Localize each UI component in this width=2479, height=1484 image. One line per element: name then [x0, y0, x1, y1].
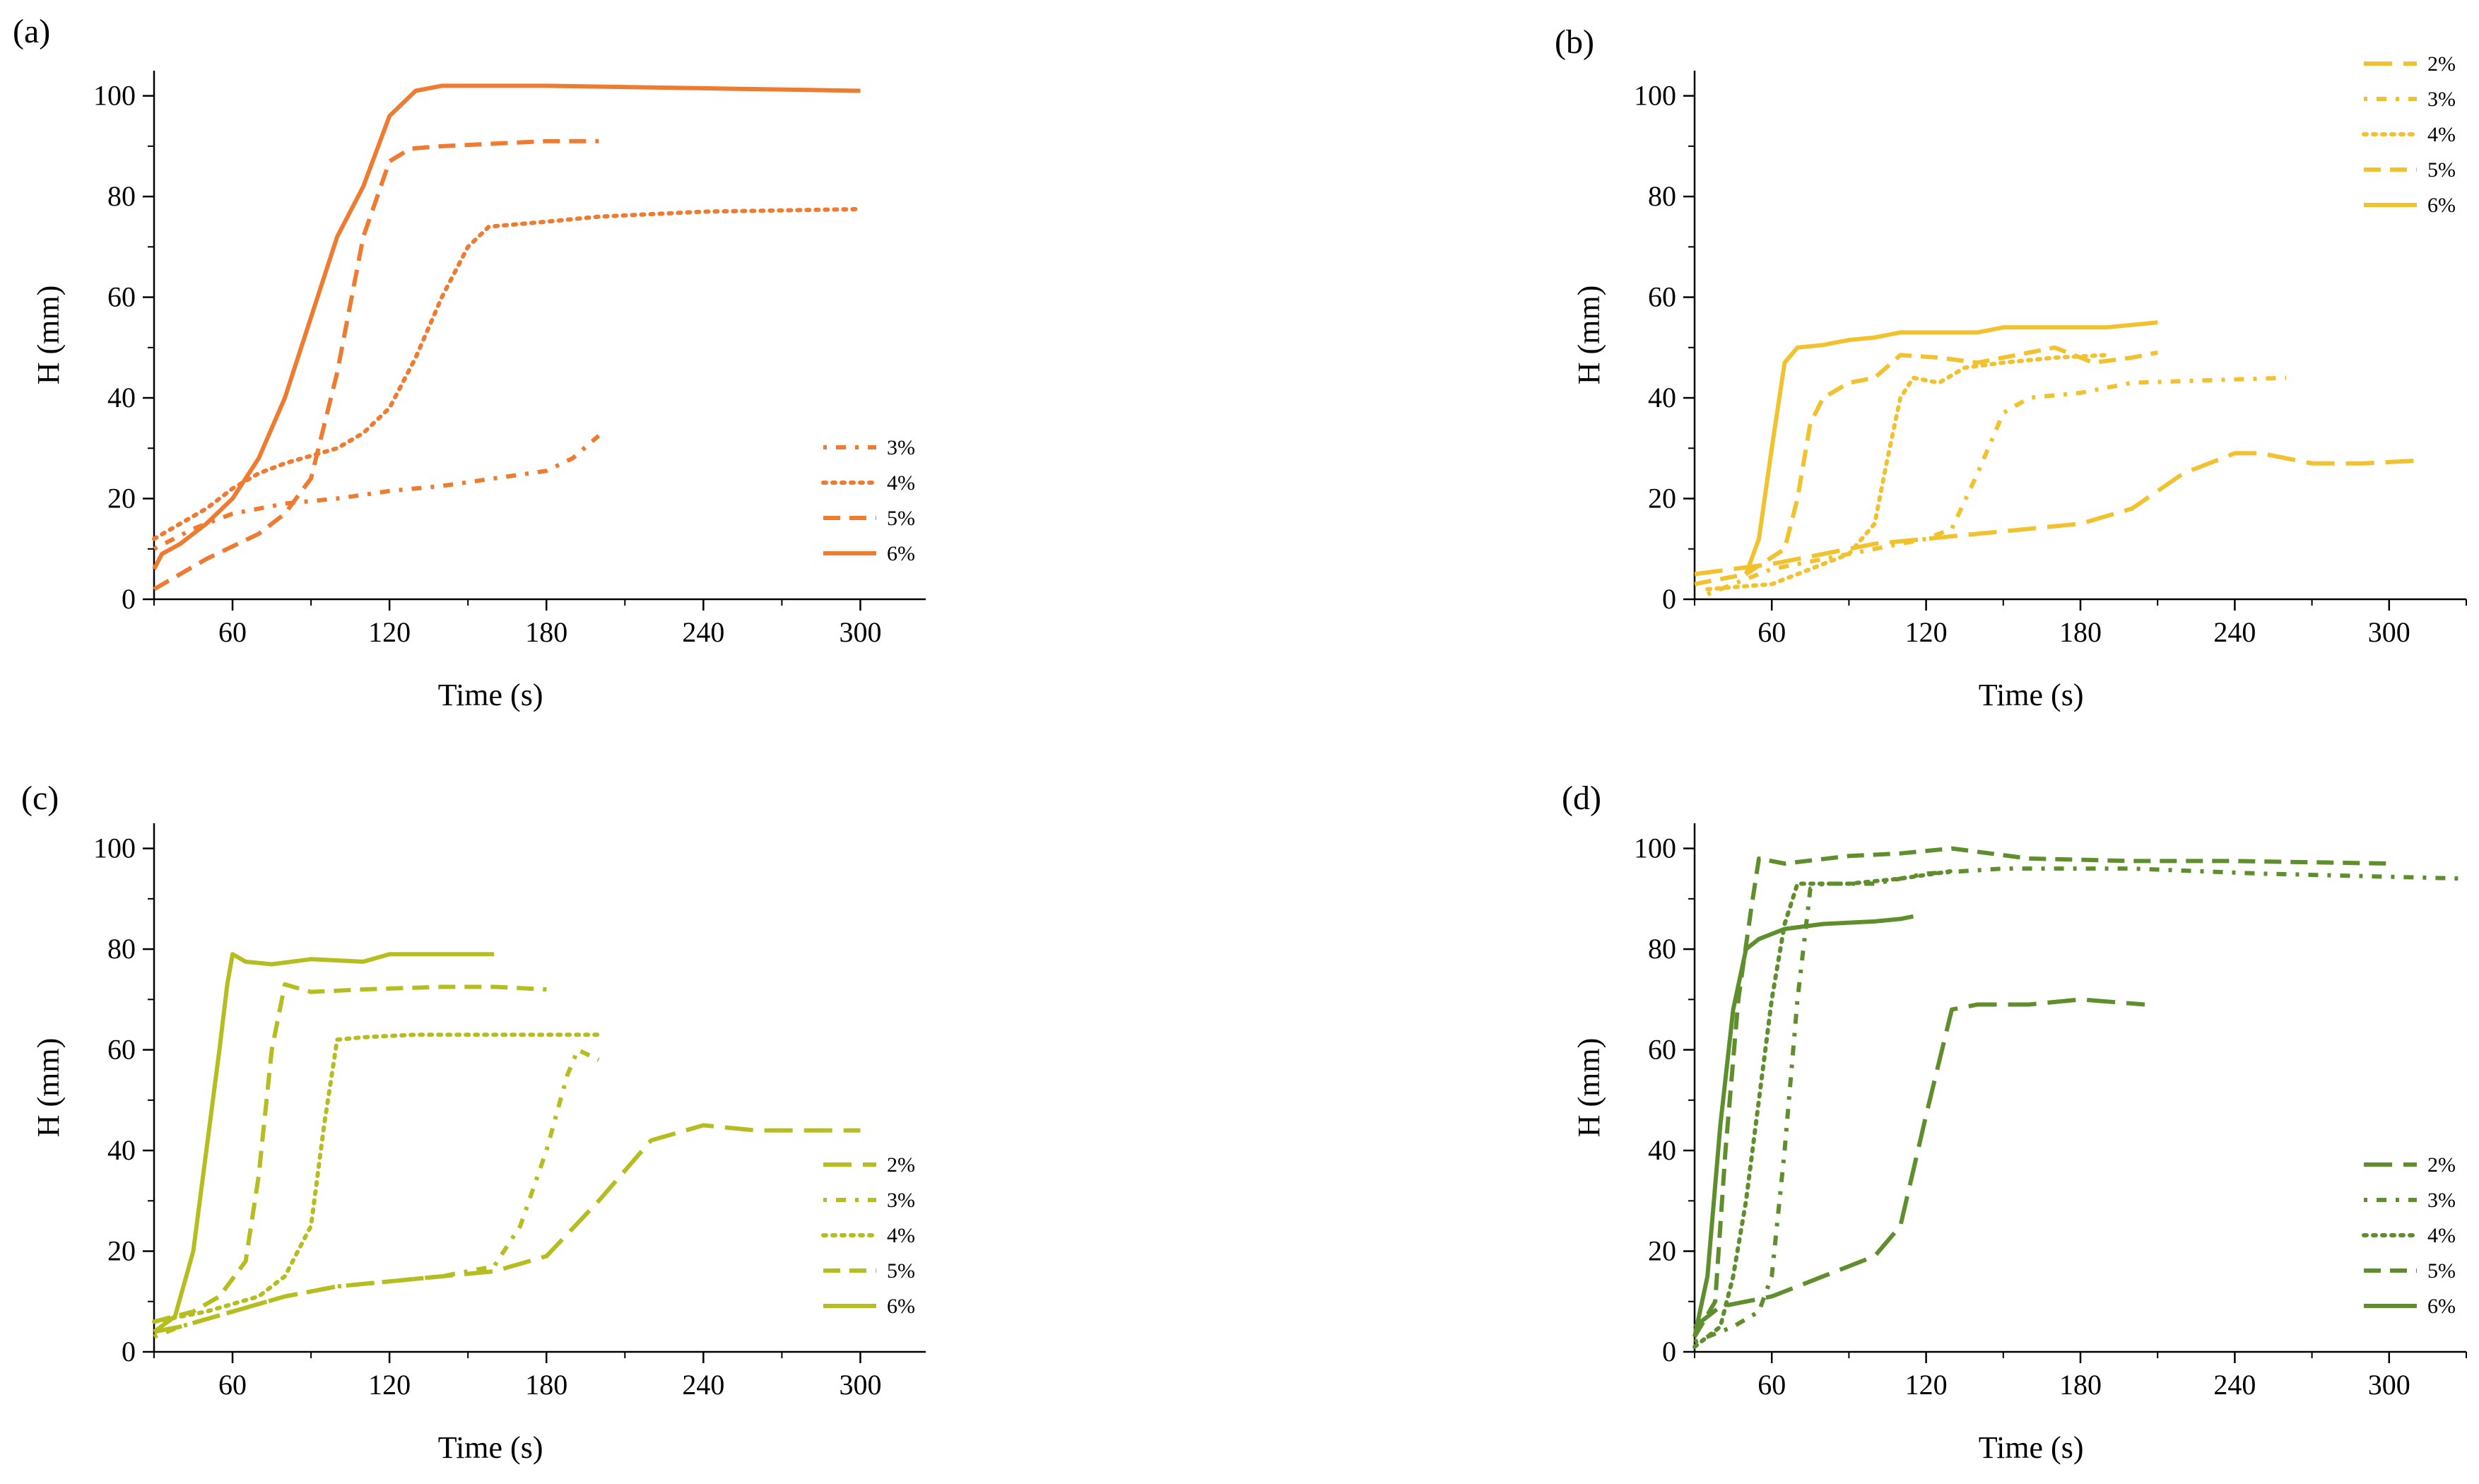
series-line-2pct: [153, 1123, 861, 1334]
panel-c-chart: (c) 0 20 40 60 80 100 60 120 180 240 300 Time (s) H (…: [21, 779, 926, 1465]
y-tick-label: 60: [107, 281, 136, 313]
y-axis-title: H (mm): [1572, 1038, 1606, 1138]
series-line-5pct: [153, 139, 599, 591]
y-tick-label: 20: [1648, 483, 1676, 514]
y-tick-label: 100: [1634, 80, 1676, 112]
y-axis-title: H (mm): [31, 1038, 66, 1138]
x-tick-label: 60: [1757, 1369, 1786, 1401]
panel-a-chart: (a) 0 20 40 60 80 100 60 120 180 240 300 Time (s) H (…: [13, 13, 926, 712]
y-tick-label: 60: [1648, 281, 1676, 313]
legend-label: 6%: [887, 542, 915, 565]
legend-label: 5%: [887, 507, 915, 530]
y-tick-label: 20: [107, 483, 136, 514]
y-tick-label: 80: [107, 933, 136, 965]
legend-label: 6%: [2427, 1295, 2456, 1318]
y-tick-label: 60: [107, 1034, 136, 1066]
series-line-4pct: [1705, 353, 2109, 591]
legend-label: 3%: [887, 436, 915, 459]
x-tick-label: 180: [2059, 616, 2102, 648]
legend-label: 6%: [887, 1295, 915, 1318]
series-line-6pct: [1743, 320, 2158, 575]
x-tick-label: 120: [368, 616, 411, 648]
series-line-6pct: [153, 952, 495, 1333]
legend-label: 5%: [2427, 158, 2456, 182]
panel-label: (d): [1562, 779, 1601, 817]
x-axis-title: Time (s): [1979, 678, 2084, 712]
legend-label: 4%: [2427, 1224, 2456, 1247]
x-tick-label: 240: [2213, 616, 2256, 648]
legend-label: 6%: [2427, 194, 2456, 217]
x-tick-label: 180: [525, 616, 567, 648]
x-tick-label: 240: [682, 1369, 724, 1401]
x-tick-label: 300: [2368, 616, 2410, 648]
y-tick-label: 20: [1648, 1235, 1676, 1267]
panel-label: (a): [13, 13, 50, 50]
series-line-4pct: [1692, 868, 1954, 1349]
panel-b-chart: (b) 0 20 40 60 80 100 60 120 180 240 300 Time (s) H (…: [1555, 23, 2467, 712]
legend-label: 2%: [2427, 1153, 2456, 1177]
y-tick-label: 100: [93, 832, 136, 864]
series-line-4pct: [152, 1032, 601, 1324]
panel-label: (b): [1555, 23, 1594, 61]
panel-label: (c): [21, 779, 59, 817]
x-tick-label: 60: [1757, 616, 1786, 648]
y-tick-label: 80: [1648, 180, 1676, 212]
panel-d-chart: (d) 0 20 40 60 80 100 60 120 180 240 300 Time (s) H (…: [1562, 779, 2467, 1465]
legend-label: 2%: [2427, 52, 2456, 76]
x-tick-label: 60: [218, 1369, 247, 1401]
x-tick-label: 60: [218, 616, 247, 648]
legend-label: 3%: [2427, 88, 2456, 111]
y-tick-label: 80: [1648, 933, 1676, 965]
y-axis-title: H (mm): [31, 285, 66, 385]
x-tick-label: 120: [368, 1369, 411, 1401]
series-line-3pct: [153, 434, 601, 551]
y-tick-label: 40: [107, 382, 136, 413]
series-line-6pct: [1692, 914, 1914, 1338]
x-axis-title: Time (s): [438, 678, 543, 712]
x-tick-label: 180: [2059, 1369, 2102, 1401]
series-line-5pct: [1692, 846, 2389, 1338]
x-axis-title: Time (s): [438, 1430, 543, 1465]
y-tick-label: 0: [1662, 583, 1676, 615]
x-tick-label: 300: [839, 616, 881, 648]
x-tick-label: 120: [1905, 1369, 1948, 1401]
legend-label: 4%: [887, 471, 915, 495]
series-line-2pct: [1694, 451, 2415, 577]
series-line-6pct: [152, 83, 861, 570]
series-line-5pct: [1694, 345, 2158, 587]
x-tick-label: 240: [682, 616, 724, 648]
series-line-3pct: [1707, 375, 2287, 596]
legend-label: 5%: [2427, 1259, 2456, 1283]
y-tick-label: 0: [1662, 1336, 1676, 1367]
y-tick-label: 60: [1648, 1034, 1676, 1066]
y-tick-label: 100: [1634, 832, 1676, 864]
legend-label: 4%: [887, 1224, 915, 1247]
series-line-3pct: [1693, 866, 2467, 1344]
x-tick-label: 300: [2368, 1369, 2410, 1401]
y-axis-title: H (mm): [1572, 285, 1606, 385]
y-tick-label: 100: [93, 80, 136, 112]
legend-label: 5%: [887, 1259, 915, 1283]
y-tick-label: 80: [107, 180, 136, 212]
series-line-4pct: [152, 206, 863, 541]
x-tick-label: 180: [525, 1369, 567, 1401]
y-tick-label: 0: [122, 1336, 136, 1367]
y-tick-label: 20: [107, 1235, 136, 1267]
y-tick-label: 40: [107, 1134, 136, 1166]
legend-label: 3%: [2427, 1189, 2456, 1212]
y-tick-label: 0: [122, 583, 136, 615]
x-tick-label: 240: [2213, 1369, 2256, 1401]
y-tick-label: 40: [1648, 382, 1676, 413]
legend-label: 3%: [887, 1189, 915, 1212]
x-tick-label: 300: [839, 1369, 881, 1401]
x-axis-title: Time (s): [1979, 1430, 2084, 1465]
series-line-2pct: [1693, 997, 2145, 1329]
legend-label: 2%: [887, 1153, 915, 1177]
series-line-3pct: [153, 1047, 600, 1339]
series-line-5pct: [153, 982, 547, 1324]
y-tick-label: 40: [1648, 1134, 1676, 1166]
legend-label: 4%: [2427, 123, 2456, 146]
x-tick-label: 120: [1905, 616, 1948, 648]
